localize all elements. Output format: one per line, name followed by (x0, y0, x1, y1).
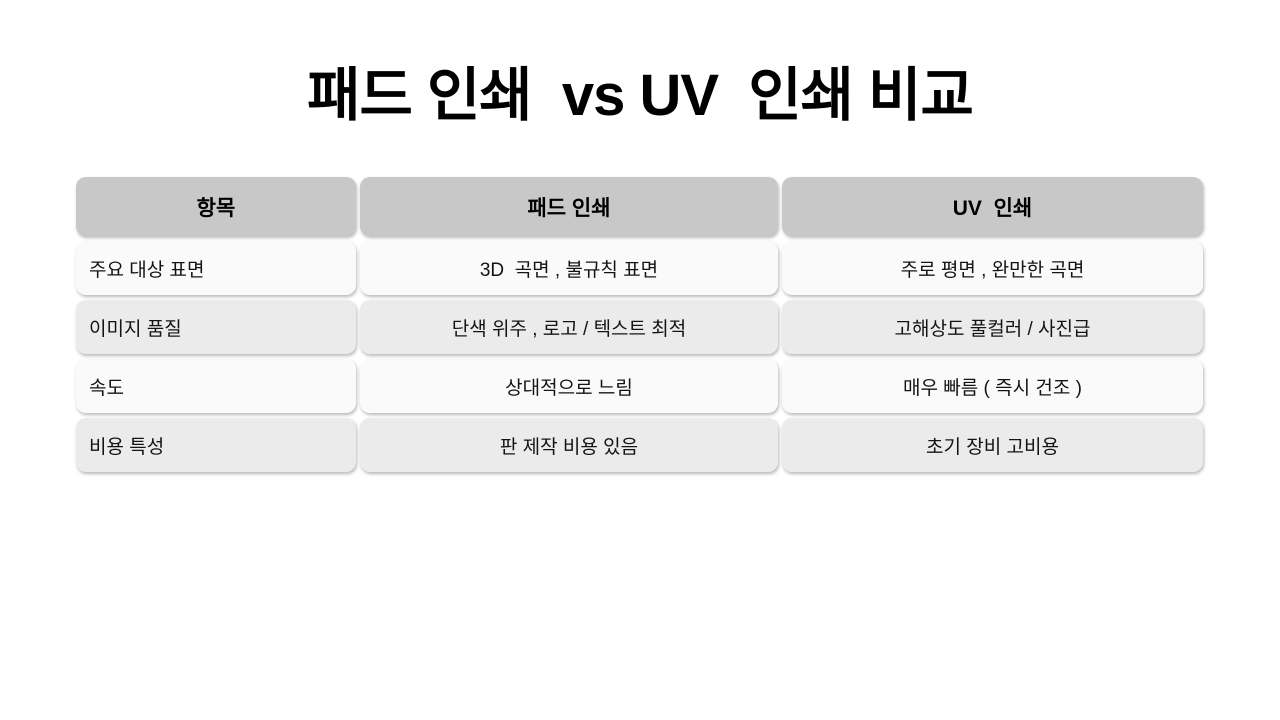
uv-value-speed: 매우 빠름 ( 즉시 건조 ) (782, 359, 1203, 413)
uv-value-target-surface: 주로 평면 , 완만한 곡면 (782, 241, 1203, 295)
column-header-item: 항목 (76, 177, 356, 236)
pad-value-speed: 상대적으로 느림 (360, 359, 778, 413)
row-label-image-quality: 이미지 품질 (76, 300, 356, 354)
pad-value-image-quality: 단색 위주 , 로고 / 텍스트 최적 (360, 300, 778, 354)
row-label-cost: 비용 특성 (76, 418, 356, 472)
column-header-pad-printing: 패드 인쇄 (360, 177, 778, 236)
column-header-uv-printing: UV 인쇄 (782, 177, 1203, 236)
comparison-table: 항목 패드 인쇄 UV 인쇄 주요 대상 표면 3D 곡면 , 불규칙 표면 주… (76, 177, 1203, 472)
row-label-speed: 속도 (76, 359, 356, 413)
uv-value-image-quality: 고해상도 풀컬러 / 사진급 (782, 300, 1203, 354)
pad-value-target-surface: 3D 곡면 , 불규칙 표면 (360, 241, 778, 295)
uv-value-cost: 초기 장비 고비용 (782, 418, 1203, 472)
pad-value-cost: 판 제작 비용 있음 (360, 418, 778, 472)
page-title: 패드 인쇄 vs UV 인쇄 비교 (307, 63, 974, 128)
row-label-target-surface: 주요 대상 표면 (76, 241, 356, 295)
